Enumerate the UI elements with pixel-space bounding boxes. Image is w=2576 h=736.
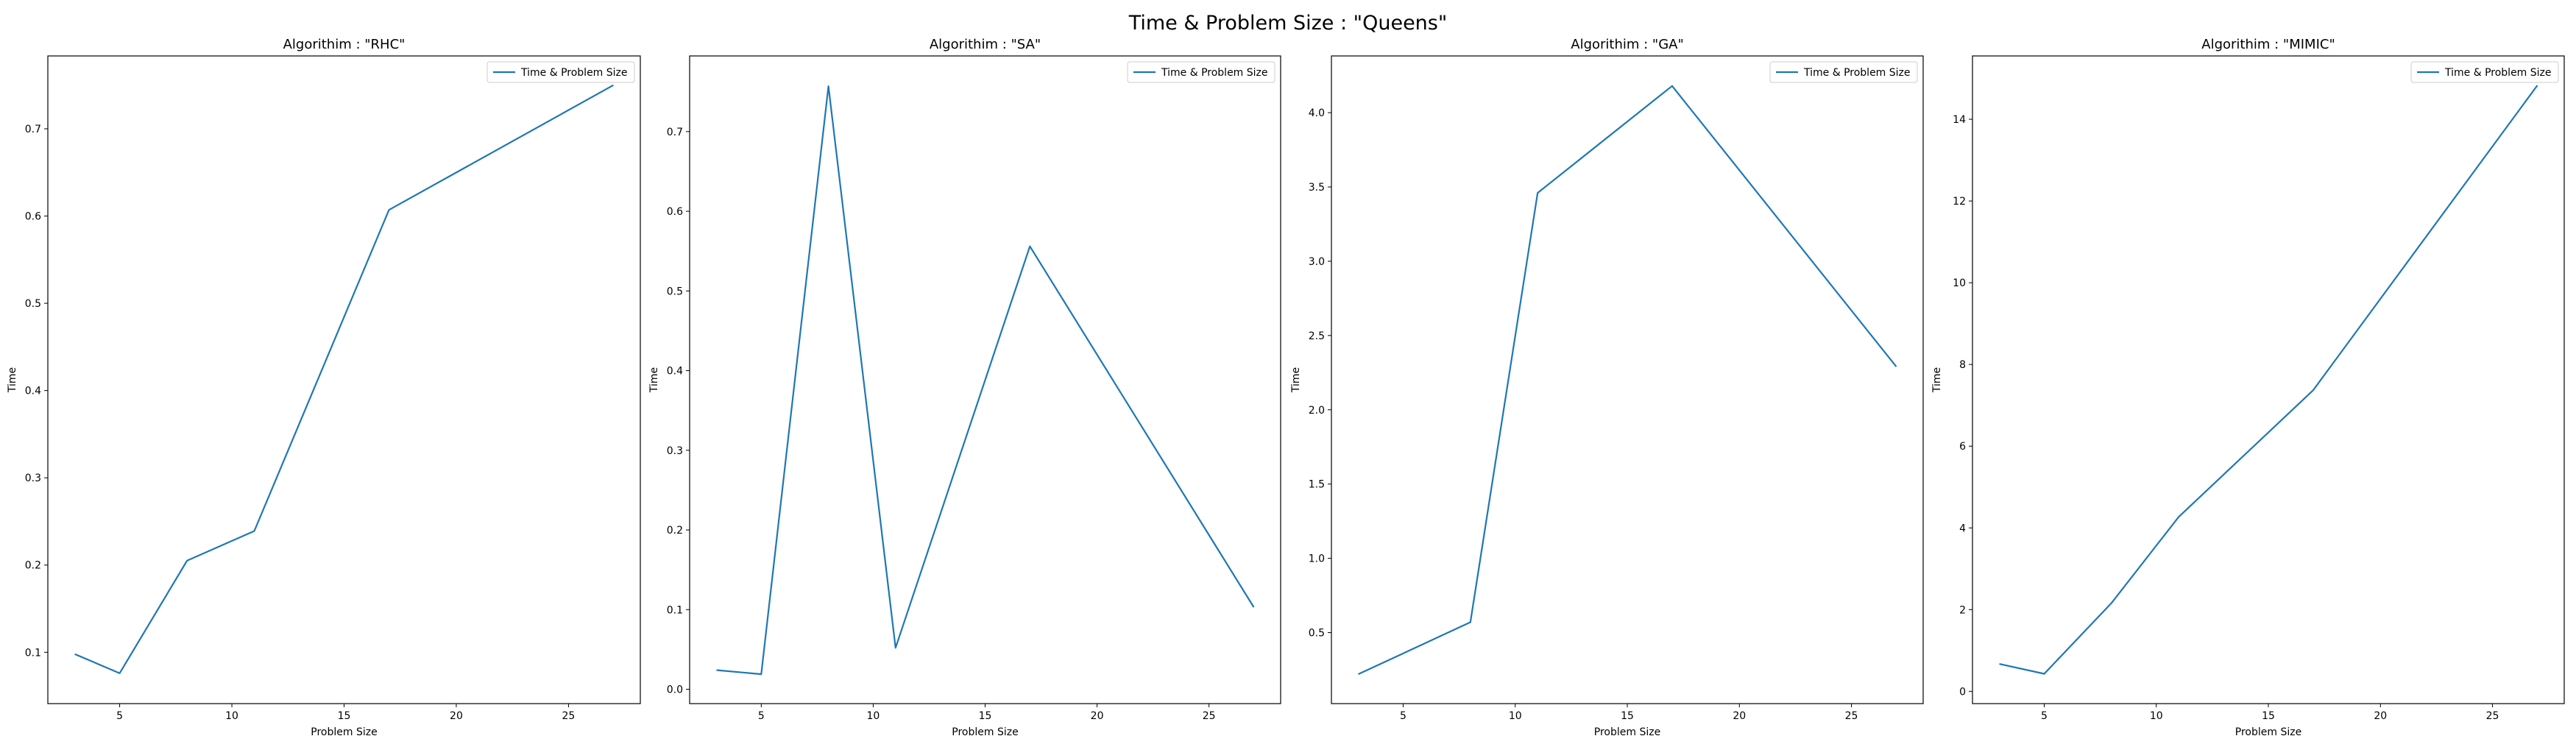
y-tick-label: 14 [1953, 114, 1966, 126]
legend-box [2410, 61, 2559, 83]
y-tick-label: 0.5 [25, 298, 41, 310]
y-tick-label: 0.4 [667, 366, 683, 378]
panel-title: Algorithim : "RHC" [283, 37, 406, 52]
y-tick-label: 0.7 [25, 124, 41, 135]
x-tick-label: 15 [338, 710, 351, 722]
y-tick-label: 0.0 [667, 684, 683, 696]
y-tick-label: 10 [1953, 277, 1966, 289]
legend-box [486, 61, 635, 83]
chart-panel-0: Algorithim : "RHC" 5 10 15 20 25 0.1 0.2 0.3 0.4 0… [7, 37, 641, 736]
x-tick-label: 10 [225, 710, 238, 722]
chart-panel-1: Algorithim : "SA" 5 10 15 20 25 0.0 0.1 0.2 0.3 0.… [648, 37, 1281, 736]
panel-title: Algorithim : "SA" [930, 37, 1041, 52]
y-tick-label: 4.0 [1309, 107, 1325, 119]
series-line [74, 84, 614, 674]
series-line [1999, 85, 2538, 675]
y-axis-label: Time [1290, 367, 1302, 393]
x-tick-label: 20 [1733, 710, 1746, 722]
x-axis-label: Problem Size [952, 726, 1018, 736]
x-tick-label: 10 [2150, 710, 2163, 722]
y-tick-label: 3.5 [1309, 182, 1325, 194]
y-tick-label: 2.5 [1309, 330, 1325, 342]
figure-title: Time & Problem Size : "Queens" [1128, 12, 1448, 35]
x-tick-label: 15 [1621, 710, 1634, 722]
y-tick-label: 0.5 [1309, 628, 1325, 640]
x-tick-label: 25 [562, 710, 576, 722]
x-tick-label: 20 [1091, 710, 1104, 722]
y-tick-label: 0.6 [25, 211, 41, 223]
y-tick-label: 1.5 [1309, 479, 1325, 491]
x-axis-label: Problem Size [2235, 726, 2301, 736]
x-tick-label: 5 [116, 710, 123, 722]
x-tick-label: 5 [2041, 710, 2048, 722]
x-tick-label: 10 [867, 710, 880, 722]
x-tick-label: 15 [979, 710, 992, 722]
y-tick-label: 12 [1953, 196, 1966, 208]
x-tick-label: 20 [2374, 710, 2387, 722]
y-tick-label: 0.6 [667, 206, 683, 218]
legend-label: Time & Problem Size [2444, 67, 2552, 79]
y-axis-label: Time [1931, 367, 1943, 393]
series-line [1358, 85, 1897, 675]
chart-panels: Algorithim : "RHC"5 10 15 20 250.10.20.30.40… [7, 37, 2565, 736]
y-tick-label: 0.1 [25, 647, 41, 659]
chart-panel-3: Algorithim : "MIMIC" 5 10 15 20 25 0 2 4 6 8 10 12 14… [1931, 37, 2565, 736]
x-axis-label: Problem Size [311, 726, 377, 736]
chart-panel-2: Algorithim : "GA" 5 10 15 20 25 0.5 1.0 1.5 2.0 2.… [1290, 37, 1924, 736]
x-tick-label: 5 [1400, 710, 1406, 722]
y-tick-label: 0.1 [667, 604, 683, 616]
x-tick-label: 25 [1845, 710, 1858, 722]
y-tick-label: 0.5 [667, 286, 683, 297]
y-tick-label: 1.0 [1309, 553, 1325, 565]
y-tick-label: 0.2 [667, 525, 683, 537]
legend-label: Time & Problem Size [1803, 67, 1911, 79]
x-tick-label: 20 [450, 710, 463, 722]
x-tick-label: 10 [1509, 710, 1522, 722]
y-axis-label: Time [648, 367, 660, 393]
x-axis-label: Problem Size [1594, 726, 1660, 736]
panel-title: Algorithim : "MIMIC" [2201, 37, 2335, 52]
y-tick-label: 8 [1959, 359, 1966, 371]
x-tick-label: 5 [758, 710, 765, 722]
y-tick-label: 2 [1959, 604, 1966, 616]
y-tick-label: 0.3 [25, 473, 41, 484]
legend-box [1127, 61, 1275, 83]
y-tick-label: 4 [1959, 523, 1966, 534]
y-tick-label: 3.0 [1309, 256, 1325, 268]
y-axis-label: Time [7, 367, 18, 393]
y-tick-label: 2.0 [1309, 405, 1325, 417]
y-tick-label: 0.7 [667, 127, 683, 138]
x-tick-label: 25 [1203, 710, 1216, 722]
y-tick-label: 0.4 [25, 386, 41, 397]
legend-box [1769, 61, 1918, 83]
y-tick-label: 0.3 [667, 445, 683, 457]
legend-label: Time & Problem Size [520, 67, 628, 79]
x-tick-label: 25 [2486, 710, 2499, 722]
series-line [716, 85, 1255, 676]
legend-label: Time & Problem Size [1161, 67, 1268, 79]
y-tick-label: 0.2 [25, 560, 41, 572]
x-tick-label: 15 [2262, 710, 2275, 722]
y-tick-label: 6 [1959, 441, 1966, 453]
panel-title: Algorithim : "GA" [1571, 37, 1683, 52]
y-tick-label: 0 [1959, 686, 1966, 698]
